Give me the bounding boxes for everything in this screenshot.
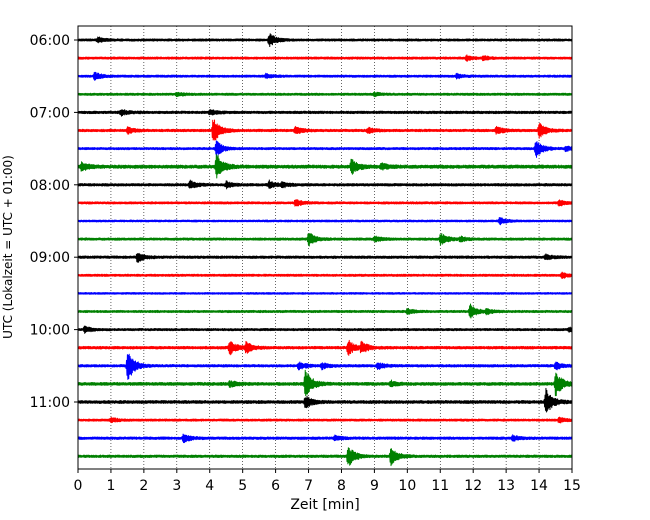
trace-line: [77, 433, 573, 444]
y-tick-label: 09:00: [30, 250, 70, 266]
trace-line: [77, 216, 573, 226]
x-tick-label: 15: [563, 478, 581, 494]
x-tick-label: 0: [74, 478, 83, 494]
x-axis-label: Zeit [min]: [290, 497, 359, 513]
trace-line: [77, 292, 573, 295]
y-tick-label: 07:00: [30, 105, 70, 121]
x-axis-ticks: 0 1 2 3 4 5 6 7 8 9 10 11 12 13 14 15: [74, 469, 581, 494]
x-tick-label: 8: [337, 478, 346, 494]
trace-line: [77, 303, 573, 319]
x-tick-label: 13: [497, 478, 515, 494]
trace-line: [77, 91, 573, 98]
trace-line: [77, 369, 573, 397]
trace-line: [77, 416, 573, 424]
y-axis-ticks: 06:00 07:00 08:00 09:00 10:00 11:00: [30, 33, 78, 411]
x-tick-label: 1: [106, 478, 115, 494]
trace-line: [77, 339, 573, 356]
x-tick-label: 11: [431, 478, 449, 494]
trace-line: [77, 140, 573, 158]
y-tick-label: 08:00: [30, 178, 70, 194]
x-tick-label: 3: [172, 478, 181, 494]
x-tick-label: 7: [304, 478, 313, 494]
trace-line: [77, 233, 573, 247]
x-tick-label: 14: [530, 478, 548, 494]
x-tick-label: 12: [464, 478, 482, 494]
x-tick-label: 10: [398, 478, 416, 494]
y-axis-label: UTC (Lokalzeit = UTC + 01:00): [1, 155, 15, 339]
x-tick-label: 5: [238, 478, 247, 494]
y-tick-label: 11:00: [30, 395, 70, 411]
trace-line: [77, 33, 573, 48]
seismogram-traces: [77, 33, 573, 467]
x-tick-label: 4: [205, 478, 214, 494]
x-tick-label: 2: [139, 478, 148, 494]
y-tick-label: 10:00: [30, 323, 70, 339]
trace-line: [77, 119, 573, 141]
trace-line: [77, 353, 573, 380]
trace-line: [77, 108, 573, 117]
trace-line: [77, 387, 573, 413]
trace-line: [77, 271, 573, 279]
trace-line: [77, 325, 573, 334]
trace-line: [77, 154, 573, 179]
plot-frame: [77, 25, 573, 470]
y-tick-label: 06:00: [30, 33, 70, 49]
x-tick-label: 6: [271, 478, 280, 494]
trace-line: [77, 54, 573, 62]
trace-line: [77, 199, 573, 207]
trace-line: [77, 252, 573, 263]
trace-line: [77, 447, 573, 467]
trace-line: [77, 179, 573, 190]
trace-line: [77, 71, 573, 81]
x-tick-label: 9: [370, 478, 379, 494]
